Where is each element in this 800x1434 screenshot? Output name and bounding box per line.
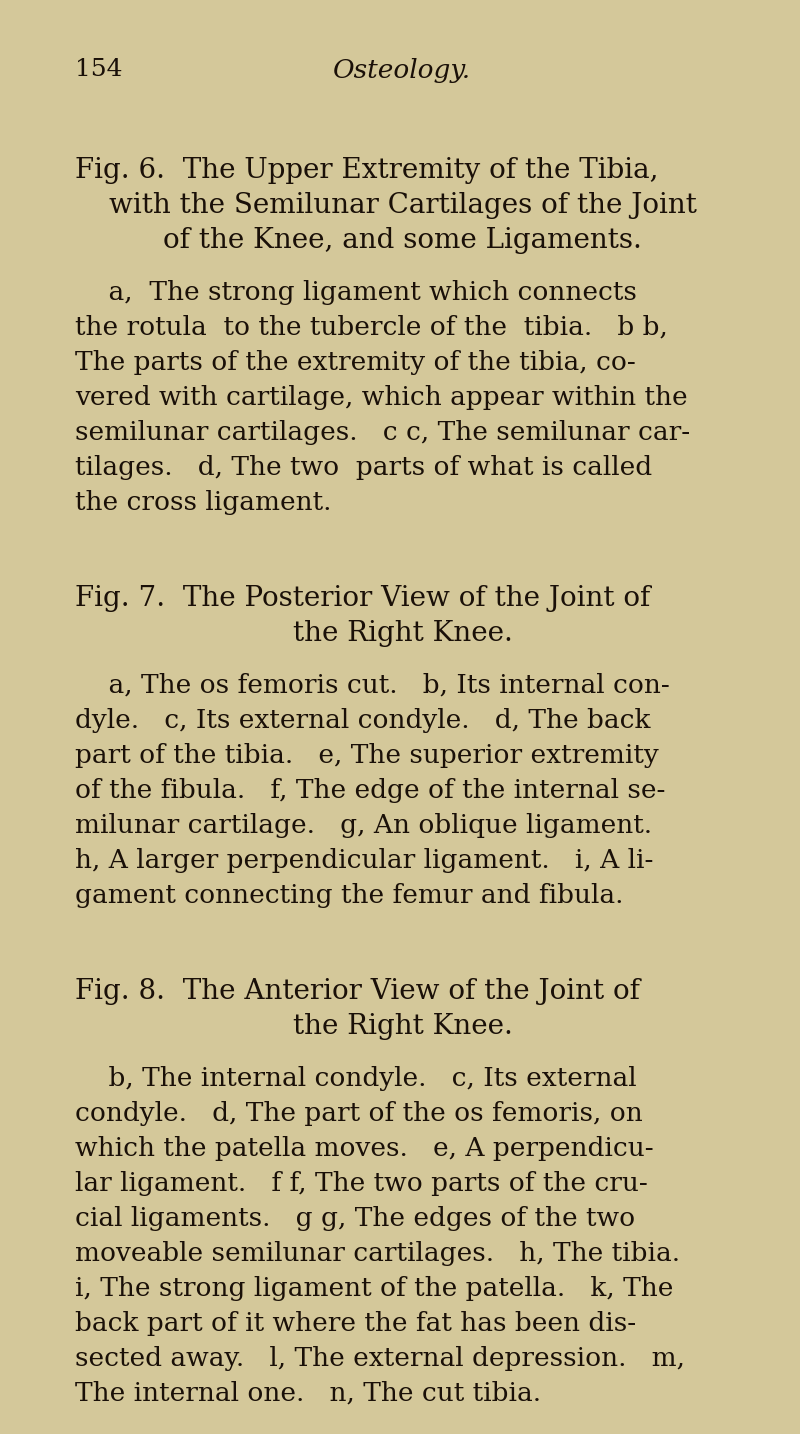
Text: 154: 154 bbox=[75, 57, 122, 80]
Text: The parts of the extremity of the tibia, co-: The parts of the extremity of the tibia,… bbox=[75, 350, 636, 376]
Text: back part of it where the fat has been dis-: back part of it where the fat has been d… bbox=[75, 1311, 636, 1336]
Text: semilunar cartilages.   c c, The semilunar car-: semilunar cartilages. c c, The semilunar… bbox=[75, 420, 690, 445]
Text: the rotula  to the tubercle of the  tibia.   b b,: the rotula to the tubercle of the tibia.… bbox=[75, 315, 668, 340]
Text: cial ligaments.   g g, The edges of the two: cial ligaments. g g, The edges of the tw… bbox=[75, 1206, 635, 1230]
Text: which the patella moves.   e, A perpendicu-: which the patella moves. e, A perpendicu… bbox=[75, 1136, 654, 1162]
Text: of the Knee, and some Ligaments.: of the Knee, and some Ligaments. bbox=[163, 227, 642, 254]
Text: i, The strong ligament of the patella.   k, The: i, The strong ligament of the patella. k… bbox=[75, 1276, 674, 1301]
Text: lar ligament.   f f, The two parts of the cru-: lar ligament. f f, The two parts of the … bbox=[75, 1172, 648, 1196]
Text: the Right Knee.: the Right Knee. bbox=[293, 1012, 513, 1040]
Text: dyle.   c, Its external condyle.   d, The back: dyle. c, Its external condyle. d, The ba… bbox=[75, 708, 650, 733]
Text: with the Semilunar Cartilages of the Joint: with the Semilunar Cartilages of the Joi… bbox=[109, 192, 697, 219]
Text: a,  The strong ligament which connects: a, The strong ligament which connects bbox=[75, 280, 637, 305]
Text: of the fibula.   f, The edge of the internal se-: of the fibula. f, The edge of the intern… bbox=[75, 779, 666, 803]
Text: Osteology.: Osteology. bbox=[334, 57, 471, 83]
Text: milunar cartilage.   g, An oblique ligament.: milunar cartilage. g, An oblique ligamen… bbox=[75, 813, 652, 837]
Text: Fig. 8.  The Anterior View of the Joint of: Fig. 8. The Anterior View of the Joint o… bbox=[75, 978, 640, 1005]
Text: b, The internal condyle.   c, Its external: b, The internal condyle. c, Its external bbox=[75, 1065, 637, 1091]
Text: condyle.   d, The part of the os femoris, on: condyle. d, The part of the os femoris, … bbox=[75, 1101, 642, 1126]
Text: the Right Knee.: the Right Knee. bbox=[293, 619, 513, 647]
Text: Fig. 6.  The Upper Extremity of the Tibia,: Fig. 6. The Upper Extremity of the Tibia… bbox=[75, 156, 658, 184]
Text: part of the tibia.   e, The superior extremity: part of the tibia. e, The superior extre… bbox=[75, 743, 658, 769]
Text: a, The os femoris cut.   b, Its internal con-: a, The os femoris cut. b, Its internal c… bbox=[75, 673, 670, 698]
Text: h, A larger perpendicular ligament.   i, A li-: h, A larger perpendicular ligament. i, A… bbox=[75, 847, 654, 873]
Text: tilages.   d, The two  parts of what is called: tilages. d, The two parts of what is cal… bbox=[75, 455, 652, 480]
Text: gament connecting the femur and fibula.: gament connecting the femur and fibula. bbox=[75, 883, 623, 908]
Text: moveable semilunar cartilages.   h, The tibia.: moveable semilunar cartilages. h, The ti… bbox=[75, 1240, 680, 1266]
Text: sected away.   l, The external depression.   m,: sected away. l, The external depression.… bbox=[75, 1347, 685, 1371]
Text: Fig. 7.  The Posterior View of the Joint of: Fig. 7. The Posterior View of the Joint … bbox=[75, 585, 650, 612]
Text: The internal one.   n, The cut tibia.: The internal one. n, The cut tibia. bbox=[75, 1381, 541, 1405]
Text: the cross ligament.: the cross ligament. bbox=[75, 490, 331, 515]
Text: vered with cartilage, which appear within the: vered with cartilage, which appear withi… bbox=[75, 384, 688, 410]
